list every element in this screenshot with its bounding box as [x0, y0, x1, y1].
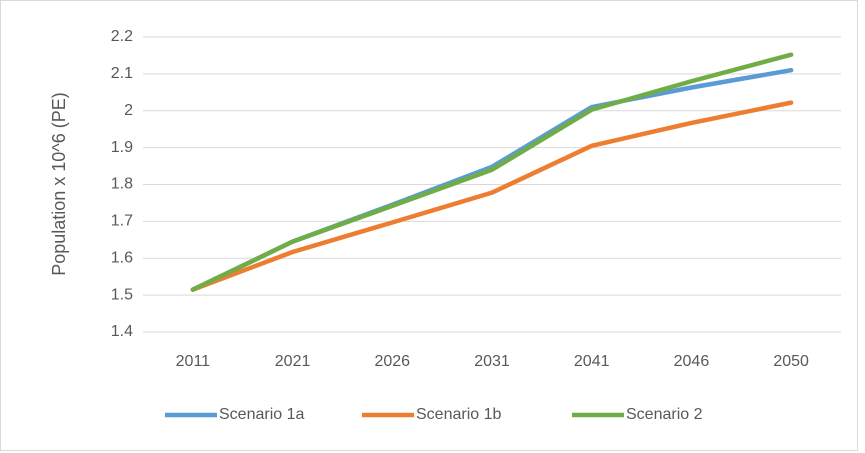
- y-tick-label: 2.2: [111, 28, 133, 45]
- x-tick-label: 2026: [374, 353, 410, 370]
- series-line: [190, 52, 794, 292]
- y-tick-label: 1.8: [111, 176, 133, 193]
- x-tick-label: 2041: [574, 353, 610, 370]
- y-tick-label: 2.1: [111, 65, 133, 82]
- y-tick-label: 1.9: [111, 139, 133, 156]
- legend-label: Scenario 2: [626, 406, 703, 423]
- x-tick-label: 2046: [674, 353, 710, 370]
- legend-label: Scenario 1a: [219, 406, 304, 423]
- x-tick-label: 2021: [275, 353, 311, 370]
- series-line: [190, 100, 794, 292]
- y-tick-label: 1.6: [111, 249, 133, 266]
- y-axis-label: Population x 10^6 (PE): [49, 92, 69, 276]
- x-tick-label: 2050: [773, 353, 809, 370]
- y-tick-label: 1.4: [111, 323, 133, 340]
- y-tick-label: 1.7: [111, 213, 133, 230]
- x-tick-label: 2011: [176, 353, 211, 370]
- y-tick-label: 2: [124, 102, 133, 119]
- y-tick-label: 1.5: [111, 286, 133, 303]
- legend-label: Scenario 1b: [416, 406, 501, 423]
- x-tick-label: 2031: [474, 353, 510, 370]
